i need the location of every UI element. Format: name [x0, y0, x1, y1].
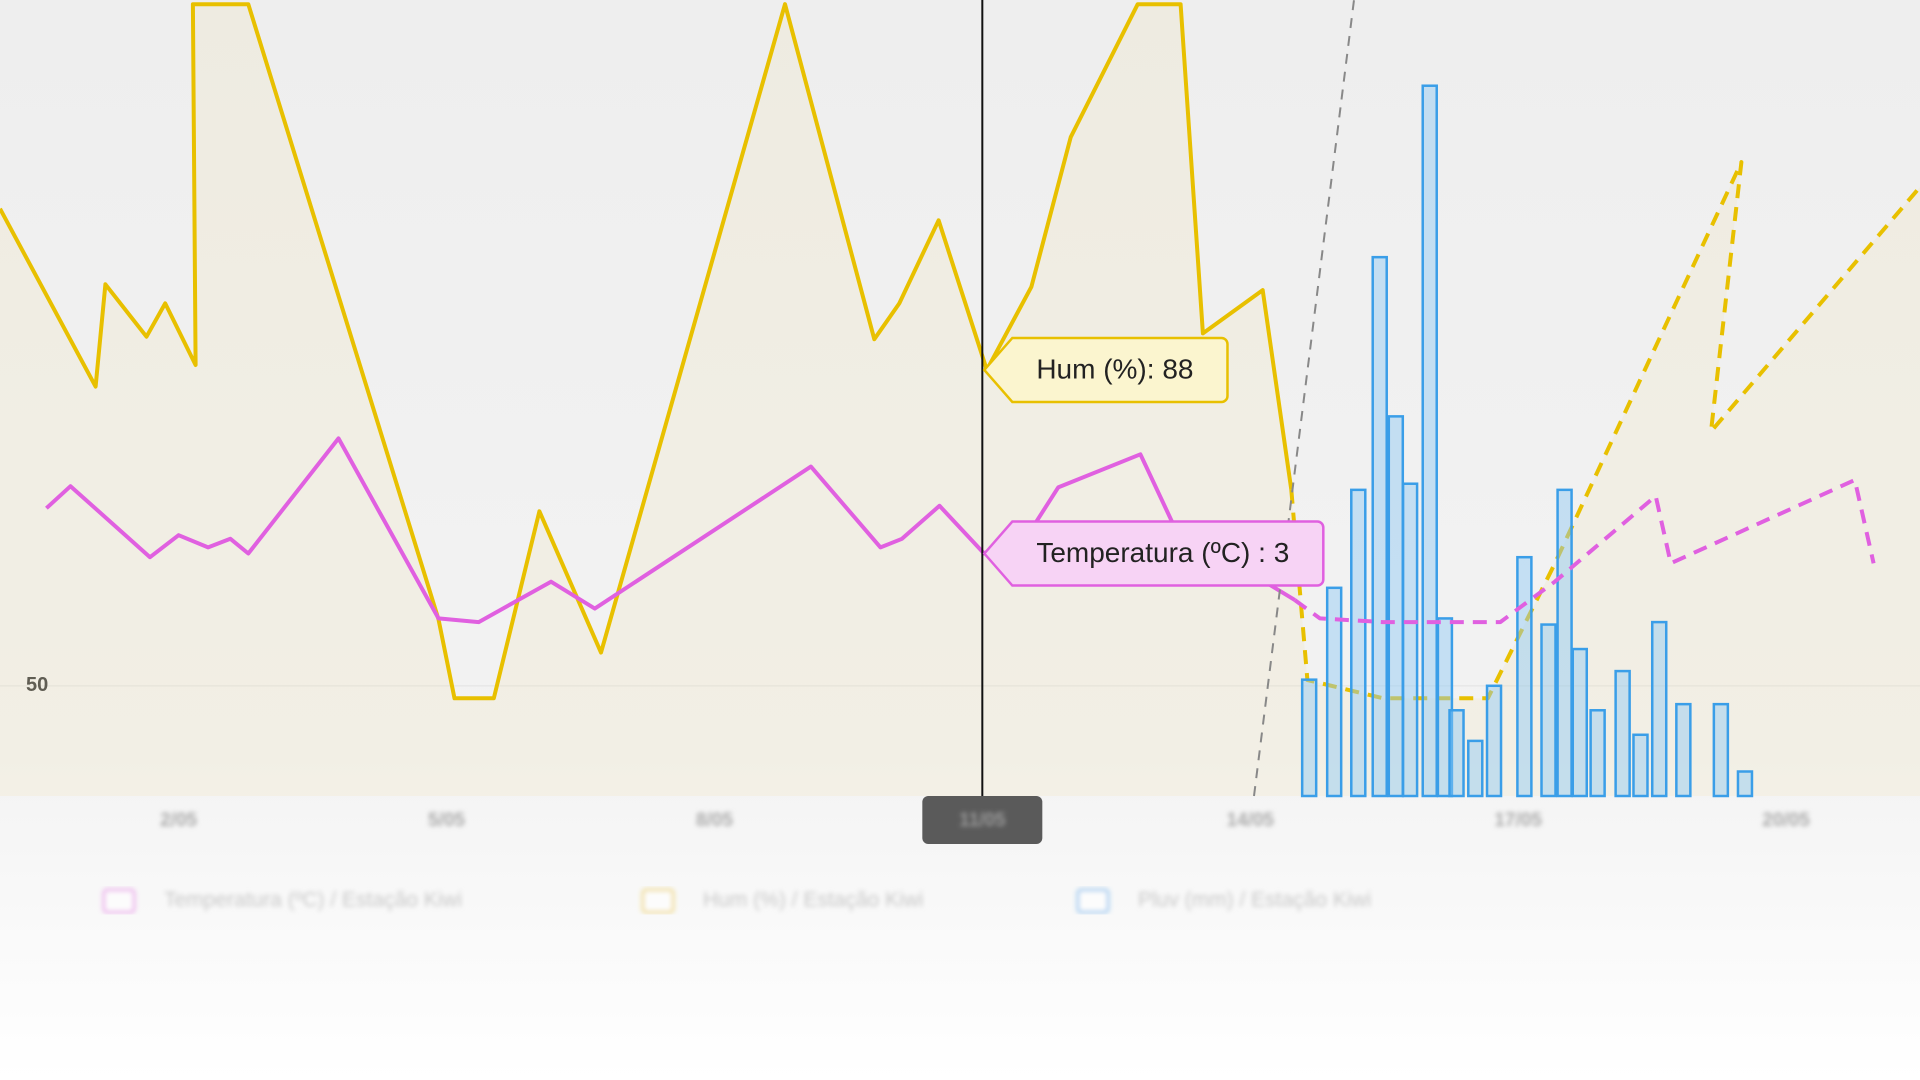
bar	[1485, 684, 1503, 798]
bar	[1614, 669, 1631, 798]
bar	[1401, 482, 1419, 798]
bar	[1650, 620, 1668, 798]
legend-swatch	[641, 888, 675, 914]
now-divider	[1253, 0, 1355, 797]
x-tick-label: 11/05	[959, 810, 1006, 831]
bar	[1300, 678, 1318, 798]
area	[0, 4, 1920, 796]
line	[0, 2, 1294, 701]
bar	[1540, 623, 1557, 798]
overlay: Hum (%): 88 Temperatura (ºC) : 3	[981, 0, 1355, 797]
bar	[1589, 709, 1606, 798]
legend-label: Hum (%) / Estação Kiwi	[703, 889, 924, 912]
bar	[1350, 488, 1367, 798]
x-tick-label: 5/05	[428, 810, 465, 831]
bar	[1325, 586, 1343, 798]
bar	[1571, 647, 1589, 798]
tooltip: Temperatura (ºC) : 3	[982, 520, 1325, 587]
x-tick-label: 17/05	[1494, 810, 1542, 831]
bar	[1736, 770, 1754, 798]
bar	[1516, 555, 1533, 798]
bar	[1712, 702, 1730, 798]
x-tick-label: 14/05	[1226, 810, 1274, 831]
x-tick-label: 2/05	[160, 810, 197, 831]
bar	[1467, 739, 1484, 798]
legend-label: Temperatura (ºC) / Estação Kiwi	[164, 889, 462, 912]
tooltip-text: Temperatura (ºC) : 3	[1036, 537, 1289, 568]
plot-area: 50 2/05 5/05 8/05 11/05 14/05 17/05 20/05	[0, 2, 1920, 844]
x-tick-label: 8/05	[696, 810, 733, 831]
bar	[1371, 255, 1388, 798]
bar	[1387, 415, 1405, 798]
bar	[1448, 709, 1465, 798]
x-tick-highlight	[922, 796, 1043, 844]
tooltip-box	[982, 336, 1229, 404]
forecast-line	[1289, 160, 1920, 701]
forecast-line	[1293, 478, 1876, 625]
y-tick-label: 50	[26, 674, 48, 696]
line	[45, 436, 1296, 625]
bar	[1632, 733, 1649, 798]
bar	[1675, 702, 1692, 798]
legend-swatch	[1076, 888, 1110, 914]
legend: Temperatura (ºC) / Estação Kiwi Hum (%) /…	[102, 888, 1371, 914]
bar	[1556, 488, 1573, 798]
bar	[1421, 84, 1438, 798]
tooltip: Hum (%): 88	[982, 336, 1229, 404]
legend-swatch	[102, 888, 136, 914]
legend-label: Pluv (mm) / Estação Kiwi	[1138, 889, 1371, 912]
tooltip-text: Hum (%): 88	[1036, 353, 1193, 384]
tooltip-box	[982, 520, 1325, 587]
x-tick-label: 20/05	[1762, 810, 1810, 831]
